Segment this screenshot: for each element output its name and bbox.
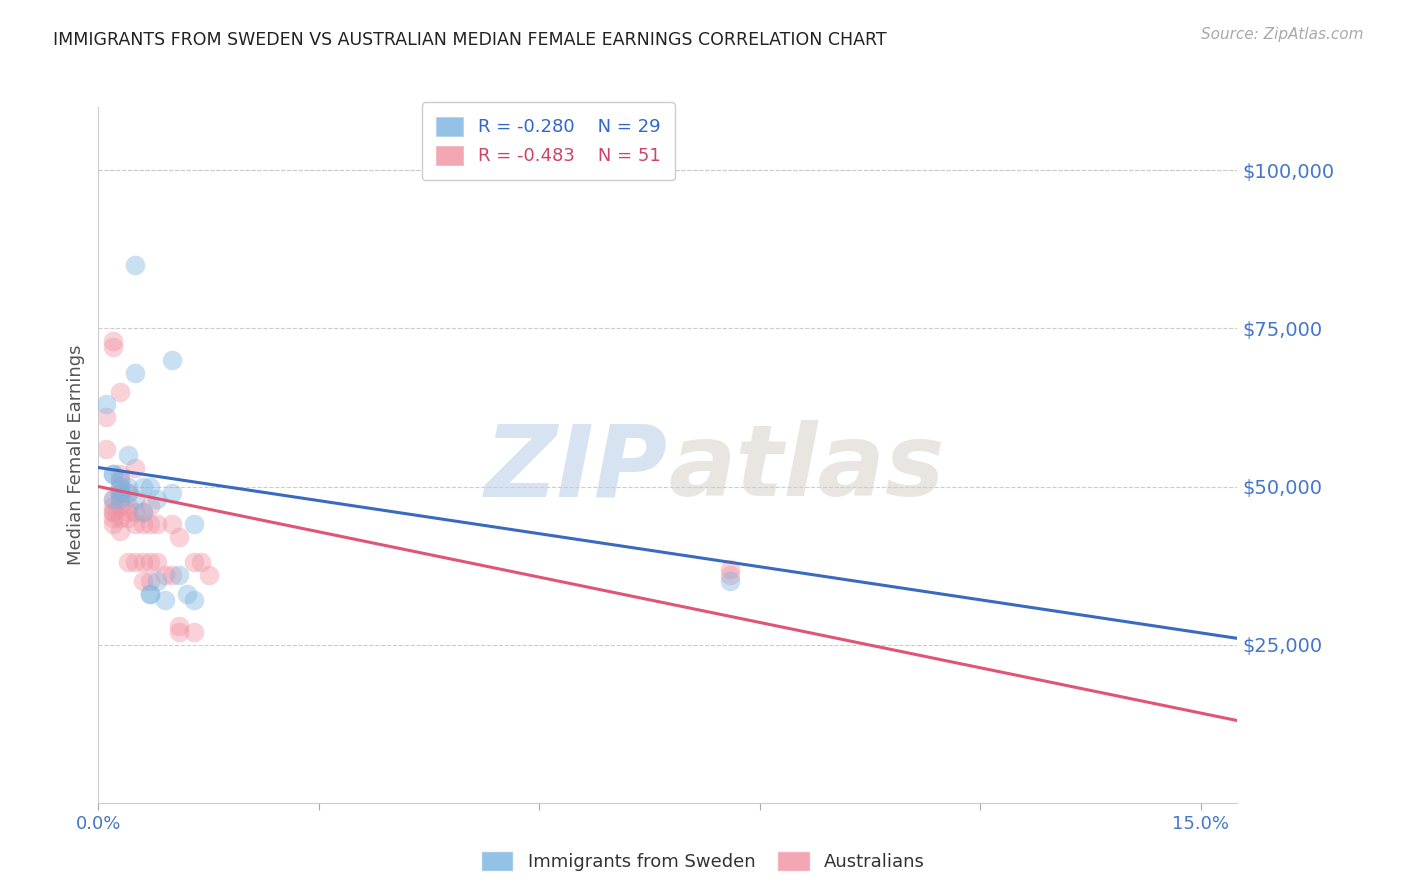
Point [110, 524, 132, 538]
Point [110, 486, 132, 500]
Point [124, 556, 146, 570]
Point [94, 442, 117, 456]
Point [167, 530, 190, 544]
Point [124, 258, 146, 272]
Point [101, 467, 124, 481]
Legend: Immigrants from Sweden, Australians: Immigrants from Sweden, Australians [474, 844, 932, 879]
Point [110, 473, 132, 487]
Point [131, 517, 153, 532]
Point [183, 517, 205, 532]
Point [110, 499, 132, 513]
Point [117, 505, 139, 519]
Point [124, 366, 146, 380]
Point [124, 492, 146, 507]
Legend: R = -0.280    N = 29, R = -0.483    N = 51: R = -0.280 N = 29, R = -0.483 N = 51 [422, 103, 675, 180]
Point [110, 486, 132, 500]
Point [190, 556, 212, 570]
Point [183, 556, 205, 570]
Point [101, 505, 124, 519]
Point [131, 556, 153, 570]
Point [124, 460, 146, 475]
Point [183, 625, 205, 640]
Point [94, 397, 117, 411]
Text: ZIP: ZIP [485, 420, 668, 517]
Point [101, 492, 124, 507]
Point [101, 334, 124, 348]
Point [146, 517, 169, 532]
Point [153, 568, 176, 582]
Text: IMMIGRANTS FROM SWEDEN VS AUSTRALIAN MEDIAN FEMALE EARNINGS CORRELATION CHART: IMMIGRANTS FROM SWEDEN VS AUSTRALIAN MED… [53, 31, 887, 49]
Point [146, 556, 169, 570]
Point [117, 486, 139, 500]
Point [139, 574, 162, 589]
Point [183, 593, 205, 607]
Point [117, 479, 139, 493]
Point [139, 587, 162, 601]
Point [167, 568, 190, 582]
Point [110, 492, 132, 507]
Point [160, 486, 183, 500]
Point [110, 473, 132, 487]
Point [124, 517, 146, 532]
Point [110, 384, 132, 399]
Point [718, 562, 741, 576]
Point [139, 556, 162, 570]
Point [101, 492, 124, 507]
Point [94, 409, 117, 424]
Point [110, 492, 132, 507]
Text: Source: ZipAtlas.com: Source: ZipAtlas.com [1201, 27, 1364, 42]
Point [110, 467, 132, 481]
Point [146, 492, 169, 507]
Point [176, 587, 198, 601]
Point [117, 511, 139, 525]
Point [110, 479, 132, 493]
Point [167, 618, 190, 632]
Point [101, 517, 124, 532]
Point [110, 479, 132, 493]
Point [146, 574, 169, 589]
Point [117, 486, 139, 500]
Point [110, 486, 132, 500]
Point [101, 467, 124, 481]
Point [139, 479, 162, 493]
Point [117, 556, 139, 570]
Point [131, 574, 153, 589]
Point [131, 505, 153, 519]
Point [117, 448, 139, 462]
Point [718, 568, 741, 582]
Point [139, 499, 162, 513]
Text: atlas: atlas [668, 420, 945, 517]
Point [167, 625, 190, 640]
Point [153, 593, 176, 607]
Point [101, 340, 124, 354]
Point [197, 568, 219, 582]
Point [131, 505, 153, 519]
Point [101, 499, 124, 513]
Point [117, 499, 139, 513]
Point [131, 479, 153, 493]
Point [160, 517, 183, 532]
Y-axis label: Median Female Earnings: Median Female Earnings [66, 344, 84, 566]
Point [718, 574, 741, 589]
Point [160, 353, 183, 368]
Point [160, 568, 183, 582]
Point [101, 505, 124, 519]
Point [110, 511, 132, 525]
Point [139, 587, 162, 601]
Point [101, 511, 124, 525]
Point [124, 505, 146, 519]
Point [139, 517, 162, 532]
